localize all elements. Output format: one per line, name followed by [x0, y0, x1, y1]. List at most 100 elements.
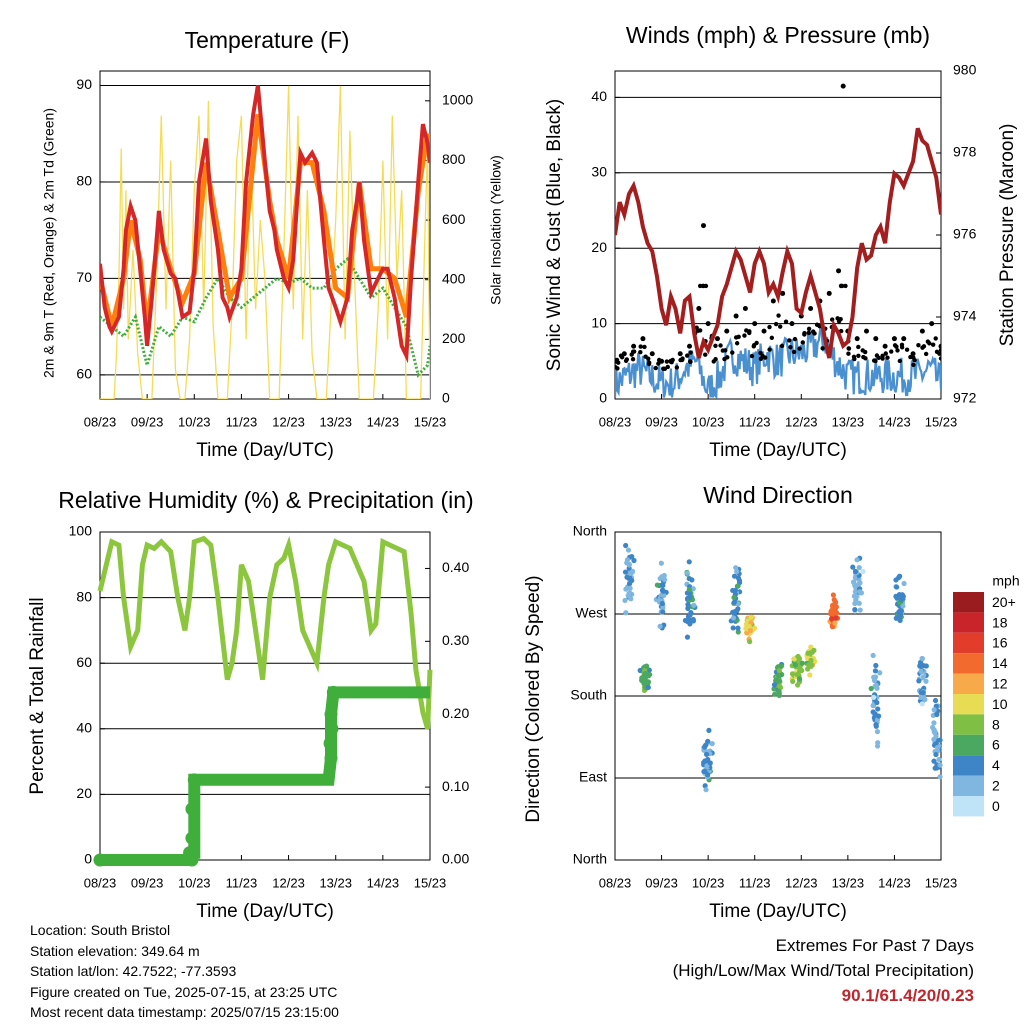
gust-point	[674, 365, 680, 370]
direction-point	[690, 618, 697, 624]
direction-point	[872, 668, 879, 674]
direction-point	[732, 608, 739, 614]
gust-point	[767, 347, 772, 352]
direction-point	[917, 663, 923, 669]
gust-point	[687, 343, 693, 349]
direction-point	[661, 592, 667, 598]
gust-point	[921, 344, 927, 349]
series-dewpoint	[100, 256, 430, 378]
direction-point	[897, 608, 903, 614]
direction-point	[875, 706, 881, 712]
gust-point	[791, 349, 797, 355]
direction-point	[776, 688, 782, 694]
direction-point	[808, 644, 814, 650]
y-axis-label: Direction (Colored By Speed)	[523, 575, 544, 822]
info-location: Location: South Bristol	[30, 922, 171, 938]
legend-label: 6	[992, 737, 1000, 753]
direction-point	[852, 568, 859, 575]
rainfall-point	[185, 853, 199, 867]
direction-point	[896, 613, 903, 619]
direction-point	[931, 727, 937, 733]
speed-legend: mph 20+ 18 16 14 12 10 8 6 4 2 0	[953, 573, 1020, 817]
direction-point	[629, 553, 635, 560]
y2-tick-label: 0.00	[442, 851, 469, 867]
direction-point	[850, 564, 856, 570]
direction-point	[642, 664, 648, 670]
direction-point	[735, 625, 741, 631]
direction-point	[654, 582, 660, 588]
gust-point	[742, 306, 748, 312]
gust-point	[679, 357, 685, 363]
direction-point	[796, 676, 803, 682]
x-tick-label: 10/23	[178, 875, 211, 890]
direction-point	[628, 570, 634, 576]
direction-point	[808, 662, 815, 668]
gust-point	[758, 350, 763, 356]
legend-swatch	[953, 714, 984, 735]
chart-title: Winds (mph) & Pressure (mb)	[626, 22, 930, 48]
series-pressure	[615, 127, 941, 359]
rainfall-point	[185, 831, 199, 845]
gust-point	[892, 343, 898, 348]
gust-point	[724, 328, 730, 334]
series-relative-humidity	[97, 535, 433, 730]
direction-point	[799, 660, 805, 666]
y-tick-label: 60	[76, 366, 92, 382]
direction-point	[639, 675, 645, 681]
x-tick-label: 15/23	[414, 414, 447, 429]
direction-point	[703, 751, 710, 758]
direction-point	[688, 610, 694, 616]
y2-tick-label: 200	[442, 330, 466, 346]
direction-point	[637, 667, 643, 674]
gust-point	[615, 357, 620, 363]
panel-2: 0 10 20 30 40 972 974 976 978 980 08/23 09/23 10/23 1…	[591, 62, 976, 430]
chart-title: Wind Direction	[703, 482, 853, 508]
gust-point	[751, 344, 756, 349]
y2-tick-label: 0.20	[442, 705, 469, 721]
x-tick-label: 12/23	[785, 875, 818, 890]
direction-point	[931, 707, 937, 713]
direction-point	[854, 557, 860, 563]
x-tick-label: 15/23	[925, 414, 958, 429]
rainfall-point	[187, 773, 201, 787]
direction-point	[685, 605, 691, 611]
x-tick-label: 09/23	[645, 414, 678, 429]
rainfall-point	[185, 802, 199, 816]
direction-point	[856, 600, 862, 606]
rainfall-point	[93, 853, 107, 867]
rainfall-point	[324, 751, 338, 765]
series-2m-temp	[100, 85, 430, 364]
direction-point	[627, 590, 633, 596]
gust-point	[910, 351, 916, 357]
series-solar-insolation	[100, 85, 430, 399]
y2-axis-label: Station Pressure (Maroon)	[997, 124, 1018, 347]
gust-point	[752, 321, 758, 327]
x-tick-label: 13/23	[319, 875, 352, 890]
series-sonic-wind	[615, 323, 941, 399]
gust-point	[838, 316, 843, 322]
direction-point	[735, 629, 741, 635]
x-tick-label: 10/23	[692, 414, 725, 429]
legend-label: 4	[992, 757, 1000, 773]
direction-point	[627, 585, 633, 591]
y2-tick-label: 0.40	[442, 559, 469, 575]
gust-point	[677, 351, 683, 357]
gust-point	[703, 352, 708, 357]
y2-tick-label: 600	[442, 211, 466, 227]
gust-point	[937, 351, 941, 356]
direction-point	[731, 594, 737, 601]
direction-point	[893, 577, 899, 583]
direction-point	[687, 594, 693, 601]
direction-point	[920, 674, 926, 681]
gust-point	[911, 362, 916, 368]
direction-point	[931, 758, 937, 764]
gust-point	[938, 356, 941, 361]
direction-point	[894, 584, 900, 590]
x-tick-label: 13/23	[832, 875, 865, 890]
gust-point	[783, 319, 789, 324]
gust-point	[882, 343, 888, 349]
gust-point	[665, 364, 670, 370]
direction-point	[870, 652, 876, 659]
y2-tick-label: 0.30	[442, 632, 469, 648]
gust-point	[933, 336, 938, 341]
